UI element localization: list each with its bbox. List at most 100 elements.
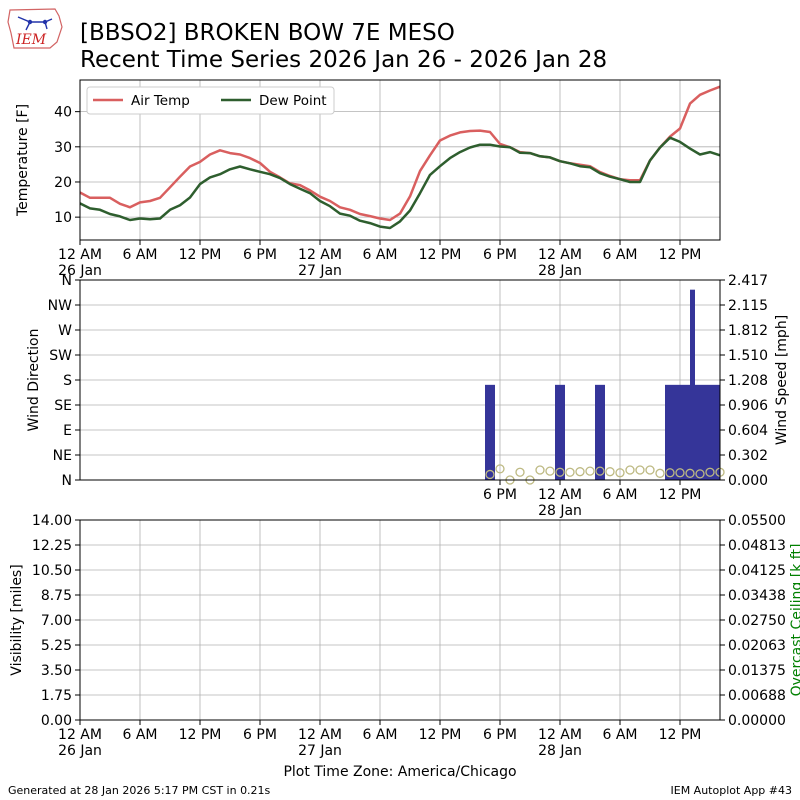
y-axis-label: Temperature [F] (15, 104, 31, 217)
plot-frame (79, 519, 721, 721)
visibility-axis-label: Visibility [miles] (9, 564, 25, 675)
wind-speed-axis-label: Wind Speed [mph] (774, 315, 790, 445)
wind-dir-tick-label: N (62, 473, 72, 489)
x-tick-label: 12 PM (179, 247, 222, 263)
wind-speed-bar (695, 384, 720, 480)
x-tick-label: 12 AM (58, 727, 102, 743)
wind-speed-tick-label: 0.604 (728, 423, 768, 439)
wind-dir-tick-label: E (63, 423, 72, 439)
visibility-tick-label: 10.50 (32, 563, 72, 579)
wind-speed-bar (555, 384, 565, 480)
x-tick-label: 6 PM (243, 247, 277, 263)
wind-dir-tick-label: NE (53, 448, 72, 464)
x-tick-label: 6 AM (602, 247, 637, 263)
visibility-tick-label: 8.75 (41, 588, 72, 604)
wind-speed-bar (685, 384, 690, 480)
plot-frame (79, 79, 721, 241)
wind-speed-bar (690, 289, 695, 480)
legend-air-temp-label: Air Temp (131, 93, 190, 109)
x-tick-date-label: 27 Jan (298, 263, 342, 279)
visibility-tick-label: 7.00 (41, 613, 72, 629)
wind-direction-point (605, 467, 615, 477)
x-tick-label: 12 PM (179, 727, 222, 743)
wind-speed-bar (485, 384, 495, 480)
x-tick-label: 12 PM (659, 247, 702, 263)
wind-direction-point (515, 467, 525, 477)
wind-direction-point (555, 467, 565, 477)
wind-speed-tick-label: 0.000 (728, 473, 768, 489)
visibility-tick-label: 5.25 (41, 638, 72, 654)
wind-direction-point (485, 469, 495, 480)
x-tick-label: 6 PM (483, 727, 517, 743)
wind-direction-point (635, 465, 645, 475)
legend-box (86, 86, 335, 115)
wind-direction-point (685, 468, 695, 478)
x-tick-label: 6 AM (362, 727, 397, 743)
x-tick-date-label: 28 Jan (538, 503, 582, 519)
wind-direction-point (585, 466, 595, 476)
wind-direction-point (495, 464, 505, 474)
chart-title-line2: Recent Time Series 2026 Jan 26 - 2026 Ja… (80, 47, 607, 73)
x-tick-label: 12 AM (538, 487, 582, 503)
footer-generated: Generated at 28 Jan 2026 5:17 PM CST in … (8, 784, 271, 797)
wind-dir-tick-label: N (62, 273, 72, 289)
wind-direction-point (575, 467, 585, 477)
wind-direction-point (675, 468, 685, 478)
legend: Air Temp Dew Point (86, 86, 335, 115)
x-tick-label: 6 PM (483, 247, 517, 263)
chart-title-line1: [BBSO2] BROKEN BOW 7E MESO (80, 20, 455, 46)
x-tick-label: 6 AM (362, 247, 397, 263)
x-tick-label: 12 AM (298, 247, 342, 263)
wind-panel: N 0.000 NE 0.302 E 0.604 SE 0.906 S 1.208 SW 1.510 W… (26, 273, 790, 519)
plot-frame (79, 279, 721, 481)
x-tick-date-label: 26 Jan (58, 743, 102, 759)
logo-text: IEM (15, 32, 47, 48)
ceiling-tick-label: 0.03438 (728, 588, 786, 604)
wind-direction-point (535, 465, 545, 475)
visibility-tick-label: 3.50 (41, 663, 72, 679)
wind-speed-bar (595, 384, 605, 480)
wind-direction-point (645, 465, 655, 475)
x-tick-label: 12 AM (58, 247, 102, 263)
ceiling-tick-label: 0.04125 (728, 563, 786, 579)
footer-app: IEM Autoplot App #43 (671, 784, 793, 797)
wind-dir-tick-label: SE (54, 398, 72, 414)
ceiling-axis-label: Overcast Ceiling [k ft] (789, 544, 800, 697)
legend-dew-point-label: Dew Point (259, 93, 327, 109)
wind-direction-point (595, 466, 605, 476)
x-tick-label: 6 PM (243, 727, 277, 743)
x-tick-date-label: 27 Jan (298, 743, 342, 759)
wind-direction-point (615, 468, 625, 478)
y-tick-label: 10 (54, 210, 72, 226)
wind-dir-tick-label: NW (48, 298, 72, 314)
x-tick-label: 6 PM (483, 487, 517, 503)
wind-speed-tick-label: 1.510 (728, 348, 768, 364)
x-tick-label: 12 AM (538, 247, 582, 263)
visibility-tick-label: 12.25 (32, 538, 72, 554)
x-tick-date-label: 28 Jan (538, 743, 582, 759)
wind-direction-point (665, 468, 675, 478)
y-tick-label: 20 (54, 175, 72, 191)
iem-logo: IEM (7, 8, 63, 49)
visibility-tick-label: 1.75 (41, 688, 72, 704)
ceiling-tick-label: 0.00688 (728, 688, 786, 704)
wind-dir-tick-label: S (63, 373, 72, 389)
y-tick-label: 30 (54, 140, 72, 156)
x-tick-label: 12 AM (298, 727, 342, 743)
wind-direction-point (705, 467, 715, 477)
wind-direction-point (625, 465, 635, 475)
ceiling-tick-label: 0.05500 (728, 513, 786, 529)
wind-speed-tick-label: 2.115 (728, 298, 768, 314)
x-tick-label: 6 AM (122, 247, 157, 263)
x-tick-date-label: 28 Jan (538, 263, 582, 279)
dew-point-line (79, 136, 721, 230)
wind-direction-point (655, 468, 665, 478)
x-tick-label: 6 AM (602, 487, 637, 503)
ceiling-tick-label: 0.00000 (728, 713, 786, 729)
ceiling-tick-label: 0.01375 (728, 663, 786, 679)
wind-speed-tick-label: 0.302 (728, 448, 768, 464)
x-tick-label: 12 PM (659, 727, 702, 743)
x-tick-label: 12 PM (419, 727, 462, 743)
